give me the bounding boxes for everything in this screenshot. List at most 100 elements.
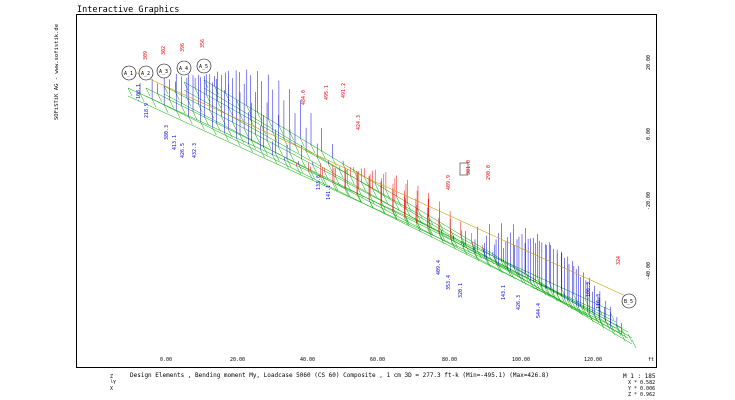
- bracing-line: [300, 138, 305, 147]
- support-label: A_1: [124, 71, 133, 77]
- window-title: Interactive Graphics: [77, 5, 180, 15]
- bracing-line: [216, 123, 221, 132]
- bracing-line: [621, 333, 626, 342]
- bracing-line: [321, 151, 326, 160]
- bracing-line: [627, 333, 633, 343]
- girder-line: [183, 89, 629, 339]
- bracing-line: [564, 299, 569, 308]
- bracing-line: [139, 93, 145, 102]
- bracing-line: [175, 110, 181, 119]
- graphics-viewport[interactable]: [76, 14, 657, 368]
- support-circle[interactable]: [138, 65, 154, 81]
- bracing-line: [286, 158, 292, 167]
- axis-y-label: Y: [113, 380, 117, 386]
- bracing-line: [599, 320, 605, 329]
- selection-box[interactable]: [459, 162, 469, 176]
- bracing-line: [588, 313, 594, 323]
- bracing-line: [575, 305, 581, 314]
- support-label: A_2: [141, 71, 150, 77]
- support-circle[interactable]: [196, 58, 212, 74]
- bracing-line: [224, 132, 229, 141]
- support-values: 309 302 396 356: [143, 39, 206, 60]
- bracing-line: [312, 165, 318, 174]
- bracing-line: [631, 339, 637, 349]
- bracing-line: [415, 220, 421, 229]
- support-circle[interactable]: [621, 293, 637, 309]
- bracing-line: [427, 220, 433, 229]
- bracing-line: [204, 117, 209, 126]
- bracing-line: [205, 94, 211, 103]
- bracing-line: [257, 112, 262, 121]
- moment-label-negative: -106.3: [586, 282, 592, 300]
- bracing-line: [278, 146, 283, 156]
- bracing-line: [322, 176, 327, 185]
- bracing-line: [212, 127, 217, 136]
- bracing-line: [296, 166, 301, 175]
- bracing-line: [535, 281, 540, 290]
- axis-z-label: Z: [110, 374, 114, 380]
- bracing-line: [583, 308, 588, 317]
- girder-line: [145, 95, 617, 329]
- moment-label-negative: -116.3: [596, 294, 602, 312]
- bracing-line: [546, 287, 551, 297]
- status-description: Design Elements , Bending moment My, Loa…: [130, 372, 550, 379]
- deck-edge-line: [129, 69, 631, 299]
- bracing-line: [474, 253, 480, 262]
- bracing-line: [305, 151, 311, 160]
- view-coord-x: X * 0.582: [628, 380, 656, 386]
- bracing-line: [255, 134, 260, 143]
- bracing-line: [572, 302, 577, 311]
- bracing-line: [145, 87, 151, 97]
- bracing-line: [333, 182, 339, 191]
- moment-label-positive: 381.0: [466, 160, 472, 175]
- bracing-line: [289, 152, 295, 162]
- support-circle[interactable]: [121, 65, 137, 81]
- bracing-line: [225, 92, 230, 102]
- bracing-line: [441, 233, 446, 242]
- bracing-line: [163, 85, 169, 95]
- bracing-line: [272, 132, 278, 141]
- bracing-line: [428, 216, 433, 225]
- y-tick-label: 0.00: [646, 128, 652, 140]
- axis-x-label: X: [110, 386, 114, 392]
- moment-label-negative: 426.3: [516, 295, 522, 310]
- support-circle[interactable]: [176, 60, 192, 76]
- bracing-line: [310, 144, 316, 154]
- support-circle[interactable]: [156, 63, 172, 79]
- bracing-line: [236, 138, 241, 147]
- bracing-line: [267, 118, 273, 128]
- bracing-line: [567, 300, 573, 310]
- bracing-line: [550, 289, 555, 299]
- bracing-line: [232, 122, 237, 131]
- bracing-line: [339, 170, 344, 179]
- bracing-line: [481, 248, 487, 258]
- bracing-line: [251, 140, 256, 150]
- bracing-line: [505, 264, 511, 273]
- bracing-line: [372, 188, 377, 198]
- moment-label-positive: 324: [616, 256, 622, 265]
- bracing-line: [310, 170, 315, 179]
- bracing-line: [364, 177, 369, 186]
- bracing-line: [181, 105, 186, 114]
- bracing-line: [514, 268, 519, 277]
- moment-label-negative: 320.1: [458, 283, 464, 298]
- bracing-line: [392, 207, 398, 217]
- bracing-line: [316, 157, 322, 166]
- y-axis-ticks: 20.00 0.00 -20.00 -40.00: [646, 55, 652, 280]
- bracing-line: [503, 261, 508, 271]
- moment-label-negative: 426.5: [180, 143, 186, 158]
- x-axis-ticks: 0.00 20.00 40.00 60.00 80.00 100.00 120.00 ft: [160, 357, 654, 363]
- bracing-line: [556, 294, 562, 303]
- bracing-line: [530, 281, 535, 290]
- bracing-line: [369, 199, 374, 209]
- x-tick-label: 20.00: [230, 357, 245, 363]
- bracing-line: [498, 264, 503, 274]
- bracing-line: [381, 201, 386, 211]
- moment-label-positive: 424.3: [356, 115, 362, 130]
- x-tick-label: 80.00: [442, 357, 457, 363]
- view-coord-y: Y * 0.006: [628, 386, 656, 392]
- bracing-line: [507, 268, 512, 278]
- bracing-line: [438, 232, 444, 241]
- moment-label-positive: 491.2: [341, 83, 347, 98]
